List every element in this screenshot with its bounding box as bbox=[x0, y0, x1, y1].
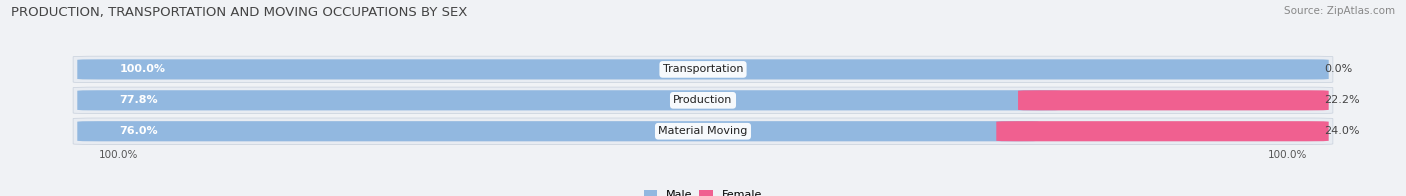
FancyBboxPatch shape bbox=[77, 90, 1329, 110]
FancyBboxPatch shape bbox=[73, 118, 1333, 144]
FancyBboxPatch shape bbox=[1018, 90, 1329, 110]
FancyBboxPatch shape bbox=[73, 56, 1333, 83]
Text: Transportation: Transportation bbox=[662, 64, 744, 74]
FancyBboxPatch shape bbox=[77, 59, 1329, 79]
Text: 100.0%: 100.0% bbox=[98, 150, 138, 160]
Text: Production: Production bbox=[673, 95, 733, 105]
Text: Source: ZipAtlas.com: Source: ZipAtlas.com bbox=[1284, 6, 1395, 16]
Text: 24.0%: 24.0% bbox=[1324, 126, 1360, 136]
Legend: Male, Female: Male, Female bbox=[640, 185, 766, 196]
Text: 22.2%: 22.2% bbox=[1324, 95, 1360, 105]
Text: PRODUCTION, TRANSPORTATION AND MOVING OCCUPATIONS BY SEX: PRODUCTION, TRANSPORTATION AND MOVING OC… bbox=[11, 6, 468, 19]
Text: Material Moving: Material Moving bbox=[658, 126, 748, 136]
Text: 100.0%: 100.0% bbox=[120, 64, 166, 74]
FancyBboxPatch shape bbox=[73, 87, 1333, 113]
FancyBboxPatch shape bbox=[77, 59, 1329, 79]
Text: 100.0%: 100.0% bbox=[1268, 150, 1308, 160]
Text: 77.8%: 77.8% bbox=[120, 95, 157, 105]
FancyBboxPatch shape bbox=[77, 121, 1329, 141]
FancyBboxPatch shape bbox=[997, 121, 1329, 141]
Text: 0.0%: 0.0% bbox=[1324, 64, 1353, 74]
FancyBboxPatch shape bbox=[77, 90, 1060, 110]
Text: 76.0%: 76.0% bbox=[120, 126, 157, 136]
FancyBboxPatch shape bbox=[77, 121, 1039, 141]
